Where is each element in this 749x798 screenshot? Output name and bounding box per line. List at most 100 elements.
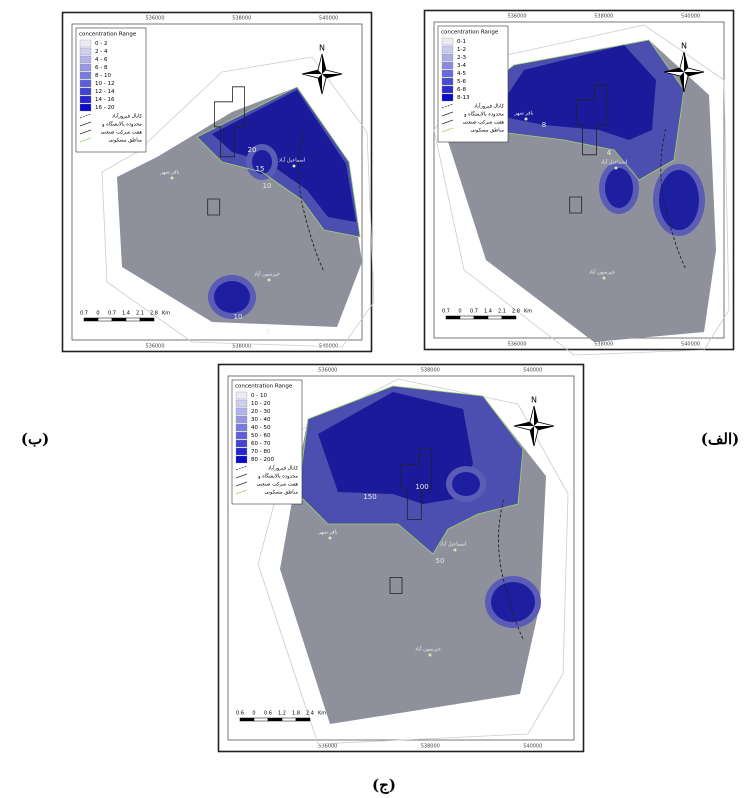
legend-item: هفت شرکت صنعتی (257, 482, 299, 488)
panel-label: (الف) (701, 430, 739, 448)
legend-range: 70 - 80 (251, 449, 271, 455)
contour-label: 4 (607, 149, 612, 157)
place-name: خیرسون آباد (415, 646, 441, 653)
coordinate-top: 538000 (594, 14, 613, 20)
legend-range: 60 - 70 (251, 441, 271, 447)
scale-label: 2.4 (306, 711, 314, 717)
scale-label: Km (162, 311, 170, 317)
contour-label: 10 (263, 182, 272, 190)
place-name: اسماعیل آباد (601, 159, 627, 166)
legend-swatch (442, 86, 453, 93)
scale-label: Km (318, 711, 326, 717)
scale-label: 1.4 (484, 309, 492, 315)
scale-segment (240, 718, 254, 721)
scale-label: 1.2 (278, 711, 286, 717)
place-marker (329, 537, 332, 540)
north-label: N (681, 42, 687, 51)
legend-title: concentration Range (79, 32, 137, 38)
legend-swatch (80, 48, 91, 55)
legend-range: 0 - 10 (251, 393, 267, 399)
legend-item: مناطق مسکونی (109, 138, 143, 144)
legend-swatch (80, 40, 91, 47)
coordinate-top: 538000 (421, 368, 440, 374)
legend-swatch (236, 416, 247, 423)
legend-range: 6 - 8 (95, 65, 108, 71)
place-marker (525, 118, 528, 121)
coordinate-top: 540000 (319, 16, 338, 22)
scale-label: 2.1 (136, 311, 144, 317)
legend-range: 12 - 14 (95, 89, 115, 95)
contour-label: 150 (363, 493, 376, 501)
place-name: خیرسون آباد (254, 271, 280, 278)
legend-swatch (236, 448, 247, 455)
legend-range: 4-5 (457, 71, 466, 77)
zone-blob-core (659, 170, 699, 230)
legend-swatch (442, 38, 453, 45)
legend-range: 0 - 2 (95, 41, 107, 47)
scale-segment (488, 316, 502, 319)
coordinate-bottom: 536000 (507, 342, 526, 348)
legend-swatch (442, 46, 453, 53)
zone-blob-core (491, 582, 535, 622)
legend-range: 50 - 60 (251, 433, 271, 439)
place-marker (603, 277, 606, 280)
legend-title: concentration Range (441, 30, 499, 36)
contour-label: 50 (436, 557, 445, 565)
place-name: خیرسون آباد (589, 269, 615, 276)
legend-item: مناطق مسکونی (471, 128, 505, 134)
scale-segment (112, 318, 126, 321)
legend-swatch (80, 88, 91, 95)
scale-label: 0.6 (264, 711, 272, 717)
coordinate-bottom: 540000 (523, 744, 542, 750)
legend-item: هفت شرکت صنعتی (101, 130, 143, 136)
legend-range: 6-8 (457, 87, 466, 93)
scale-label: 2.1 (498, 309, 506, 315)
scale-segment (446, 316, 460, 319)
contour-label: 15 (256, 165, 265, 173)
legend-range: 2-3 (457, 55, 466, 61)
legend-swatch (80, 56, 91, 63)
legend-range: 5-6 (457, 79, 466, 85)
legend-item: محدوده پالایشگاه و (463, 111, 504, 118)
scale-label: 0.7 (80, 311, 88, 317)
coordinate-top: 538000 (232, 16, 251, 22)
legend-range: 8-13 (457, 95, 470, 101)
legend-swatch (236, 432, 247, 439)
coordinate-bottom: 538000 (594, 342, 613, 348)
scale-segment (126, 318, 140, 321)
panel-label: (ب) (21, 430, 49, 448)
scale-segment (140, 318, 154, 321)
coordinate-bottom: 538000 (232, 344, 251, 350)
legend-swatch (236, 440, 247, 447)
place-name: اسماعیل آباد (279, 157, 305, 164)
legend-swatch (236, 408, 247, 415)
legend-item: محدوده پالایشگاه و (257, 473, 298, 480)
legend-item: کانال فیروزآباد (268, 465, 299, 472)
scale-label: 0 (458, 309, 461, 315)
map-panel: 53600053600053800053800054000054000084با… (425, 11, 734, 356)
scale-segment (84, 318, 98, 321)
legend-swatch (236, 400, 247, 407)
scale-segment (282, 718, 296, 721)
legend-swatch (442, 70, 453, 77)
place-marker (293, 165, 296, 168)
legend-item: محدوده پالایشگاه و (101, 121, 142, 128)
legend-swatch (80, 104, 91, 111)
scale-label: 0 (252, 711, 255, 717)
legend-range: 8 - 10 (95, 73, 111, 79)
coordinate-bottom: 538000 (421, 744, 440, 750)
legend-range: 4 - 6 (95, 57, 108, 63)
zone-blob-core (214, 281, 250, 313)
scale-segment (254, 718, 268, 721)
legend-swatch (80, 96, 91, 103)
legend-range: 3-4 (457, 63, 466, 69)
legend-swatch (80, 64, 91, 71)
coordinate-bottom: 536000 (145, 344, 164, 350)
place-name: باقر شهر (318, 530, 338, 536)
scale-label: 0.7 (108, 311, 116, 317)
legend-item: هفت شرکت صنعتی (463, 120, 505, 126)
legend-swatch (80, 72, 91, 79)
legend-swatch (442, 54, 453, 61)
